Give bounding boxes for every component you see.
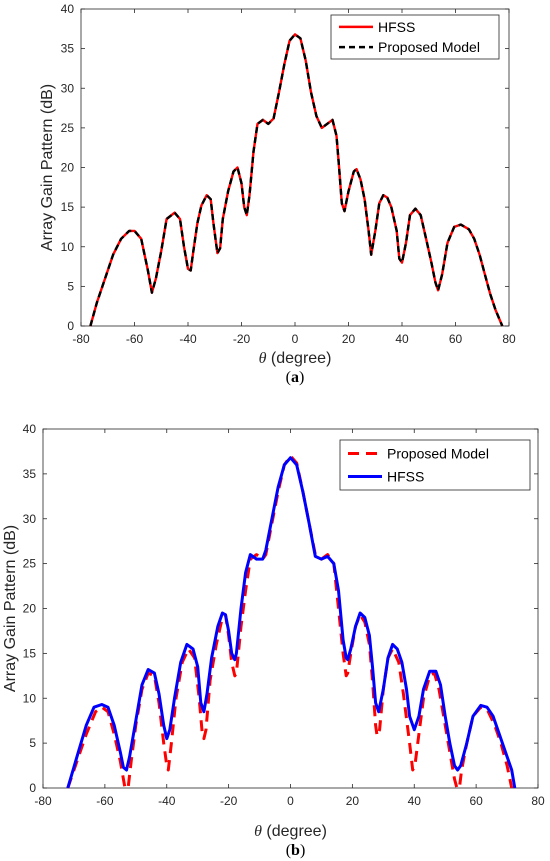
x-tick-label: -20	[233, 332, 251, 346]
y-tick-label: 30	[23, 512, 37, 526]
legend-label: HFSS	[378, 19, 415, 35]
legend-label: Proposed Model	[378, 39, 480, 55]
x-tick-label: 0	[287, 794, 294, 808]
y-tick-label: 30	[61, 81, 75, 95]
x-axis-label-text: (degree)	[266, 350, 331, 367]
x-tick-label: -60	[126, 332, 144, 346]
panel-label-part: a	[291, 369, 299, 386]
y-tick-label: 25	[23, 557, 37, 571]
y-tick-label: 0	[67, 319, 74, 333]
panel-label: (a)	[286, 369, 305, 386]
x-tick-label: 60	[469, 794, 483, 808]
y-tick-label: 35	[23, 467, 37, 481]
panel-label: (b)	[286, 842, 306, 859]
legend-box	[330, 14, 500, 60]
legend-box	[339, 439, 531, 491]
y-tick-label: 5	[29, 736, 36, 750]
x-tick-label: -80	[72, 332, 90, 346]
y-tick-label: 20	[61, 161, 75, 175]
y-tick-label: 35	[61, 42, 75, 56]
y-axis-label: Array Gain Pattern (dB)	[2, 525, 19, 692]
x-tick-label: -20	[220, 794, 238, 808]
legend: HFSS Proposed Model	[330, 14, 500, 60]
plot-area-frame	[80, 8, 510, 327]
x-axis-label-symbol: θ	[254, 823, 262, 840]
x-tick-label: 20	[342, 332, 356, 346]
x-axis-label-symbol: θ	[259, 350, 267, 367]
x-tick-label: 40	[408, 794, 422, 808]
x-tick-label: -40	[158, 794, 176, 808]
panel-label-part: b	[291, 842, 300, 859]
y-tick-label: 15	[61, 200, 75, 214]
panel-label-part: (	[286, 369, 291, 386]
y-tick-label: 40	[61, 2, 75, 16]
y-axis-label: Array Gain Pattern (dB)	[39, 84, 56, 251]
y-tick-label: 15	[23, 646, 37, 660]
panel-label-part: )	[299, 369, 304, 386]
panel-label-part: )	[300, 842, 305, 859]
series-line-hfss	[66, 456, 517, 789]
x-tick-label: 20	[346, 794, 360, 808]
x-axis-label: θ (degree)	[259, 350, 332, 367]
x-axis-label: θ (degree)	[254, 823, 327, 840]
x-tick-label: 80	[531, 794, 545, 808]
x-tick-label: 0	[292, 332, 299, 346]
x-tick-label: -40	[179, 332, 197, 346]
y-tick-label: 25	[61, 121, 75, 135]
y-tick-label: 10	[23, 691, 37, 705]
y-tick-label: 5	[67, 279, 74, 293]
x-tick-label: 40	[395, 332, 409, 346]
y-tick-label: 20	[23, 602, 37, 616]
legend-label: HFSS	[387, 469, 424, 485]
y-tick-label: 10	[61, 240, 75, 254]
chart-panel-2: -80 -60 -40 -20 0 20 40 60 80 0 5 10 15 20 25 30 35 40 Pro…	[2, 422, 545, 859]
legend: Proposed Model HFSS	[339, 439, 531, 491]
series-line-proposed-model	[89, 33, 504, 327]
y-tick-label: 40	[23, 422, 37, 436]
panel-label-part: (	[286, 842, 291, 859]
y-tick-label: 0	[29, 781, 36, 795]
x-tick-label: -60	[96, 794, 114, 808]
legend-label: Proposed Model	[387, 446, 489, 462]
chart-panel-1: -80 -60 -40 -20 0 20 40 60 80 0 5 10 15 20 25 30 35 40 HFS…	[39, 2, 516, 386]
x-tick-label: 80	[502, 332, 516, 346]
x-tick-label: 60	[449, 332, 463, 346]
x-tick-label: -80	[34, 794, 52, 808]
x-axis-label-text: (degree)	[262, 823, 327, 840]
